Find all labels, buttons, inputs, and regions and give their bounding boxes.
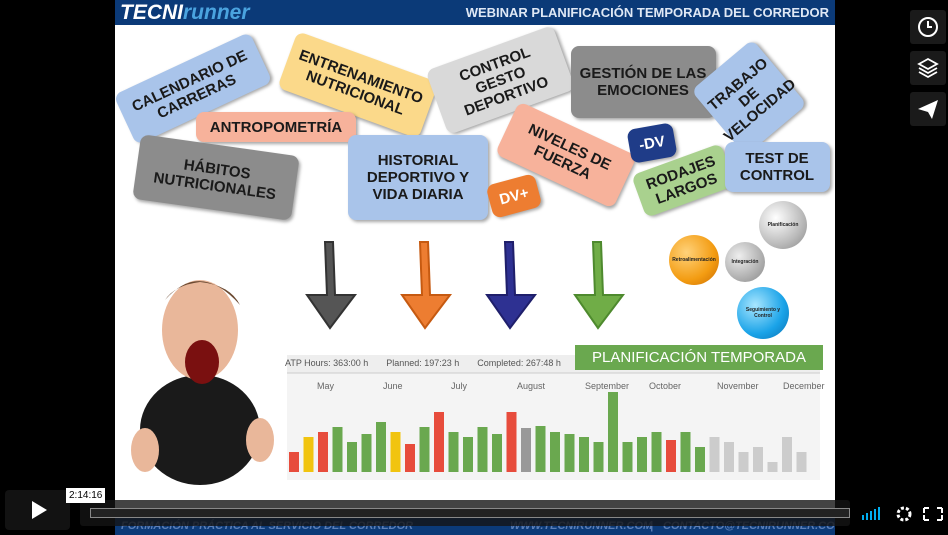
month-label: August <box>517 381 546 391</box>
logo-bold: TECNI <box>120 1 183 24</box>
banner: PLANIFICACIÓN TEMPORADA <box>575 345 823 370</box>
sphere: Integración <box>725 242 765 282</box>
month-label: July <box>451 381 468 391</box>
tag: GESTIÓN DE LAS EMOCIONES <box>570 46 716 118</box>
month-label: May <box>317 381 335 391</box>
footer-separator: | <box>650 520 654 532</box>
chart-bar <box>709 437 720 472</box>
logo-italic: runner <box>183 1 250 24</box>
chart-bar <box>680 432 691 472</box>
month-label: November <box>717 381 759 391</box>
tag: HISTORIAL DEPORTIVO Y VIDA DIARIA <box>348 134 488 220</box>
tag: ANTROPOMETRÍA <box>196 112 356 142</box>
month-label: December <box>783 381 825 391</box>
month-label: October <box>649 381 682 391</box>
chart-bar <box>782 437 792 472</box>
chart-bar <box>564 434 575 472</box>
settings[interactable] <box>896 506 912 522</box>
time-tooltip: 2:14:16 <box>66 488 106 503</box>
chart-bar <box>593 442 604 472</box>
progress-chart <box>287 355 820 480</box>
chart-bar <box>463 437 473 472</box>
stats: ATP Hours: 363:00 h Planned: 197:23 h Comp… <box>285 358 561 368</box>
collections-button[interactable] <box>910 51 946 85</box>
slide: TECNIrunner WEBINAR PLANIFICACIÓN TEMPOR… <box>115 0 835 535</box>
chart-bar <box>376 422 386 472</box>
chart-bar <box>289 452 299 472</box>
tag: TEST DE CONTROL <box>724 142 830 192</box>
sphere: Seguimiento y Control <box>737 287 789 339</box>
chart-bar <box>651 432 662 472</box>
chart-bar <box>738 452 749 472</box>
month-label: June <box>383 381 403 391</box>
stat: ATP Hours: 363:00 h <box>285 358 369 368</box>
chart-bar <box>303 437 314 472</box>
graphics <box>131 241 820 485</box>
chart-bar <box>535 426 546 472</box>
chart-bar <box>361 434 372 472</box>
arrow <box>485 241 538 330</box>
chart-bar <box>637 437 647 472</box>
arrow <box>305 241 358 330</box>
slide-header: TECNIrunner WEBINAR PLANIFICACIÓN TEMPOR… <box>115 0 835 25</box>
chart-bar <box>753 447 763 472</box>
chart-bar <box>390 432 401 472</box>
woman <box>131 280 274 485</box>
arrow <box>573 241 626 330</box>
progress-bar[interactable] <box>90 508 850 518</box>
chart-bar <box>796 452 807 472</box>
chart-bar <box>521 428 531 472</box>
chart-bar <box>695 447 705 472</box>
play-button[interactable] <box>5 490 70 530</box>
chart-bar <box>608 392 618 472</box>
chart-bar <box>434 412 444 472</box>
stat: Completed: 267:48 h <box>477 358 561 368</box>
share-button[interactable] <box>910 92 946 126</box>
chart-bar <box>724 442 734 472</box>
chart-bar <box>492 434 502 472</box>
arrows <box>305 241 626 330</box>
chart-bar <box>579 437 589 472</box>
chart-bar <box>347 442 357 472</box>
logo: TECNIrunner <box>120 1 250 25</box>
fullscreen[interactable] <box>923 507 943 521</box>
chart-bar <box>448 432 459 472</box>
arrow <box>400 241 453 330</box>
chart-bar <box>318 432 328 472</box>
chart-bar <box>622 442 633 472</box>
sphere: Retroalimentación <box>669 235 719 285</box>
sphere: Planificación <box>759 201 807 249</box>
chart-bar <box>506 412 517 472</box>
month-label: September <box>585 381 630 391</box>
chart-bar <box>405 444 415 472</box>
player-icons <box>862 506 943 522</box>
chart-bar <box>419 427 430 472</box>
chart-bar <box>477 427 488 472</box>
volume[interactable] <box>862 507 880 520</box>
chart-bar <box>767 462 778 472</box>
stat: Planned: 197:23 h <box>386 358 460 368</box>
chart-bar <box>550 432 560 472</box>
watch-later-button[interactable] <box>910 10 946 44</box>
slide-title: WEBINAR PLANIFICACIÓN TEMPORADA DEL CORR… <box>465 5 829 20</box>
chart-bar <box>332 427 343 472</box>
chart-bar <box>666 440 676 472</box>
